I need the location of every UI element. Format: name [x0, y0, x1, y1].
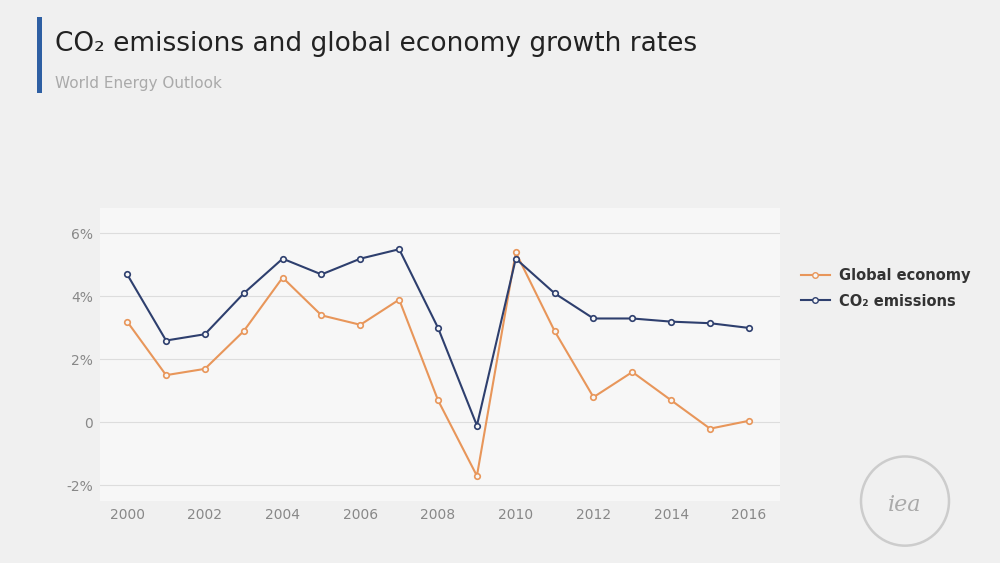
Global economy — [277, 274, 289, 281]
CO₂ emissions — [587, 315, 599, 322]
Global economy — [160, 372, 172, 378]
Global economy — [549, 328, 561, 334]
Global economy — [471, 472, 483, 479]
CO₂ emissions — [471, 422, 483, 429]
Global economy — [665, 397, 677, 404]
Global economy — [121, 318, 133, 325]
Global economy — [626, 369, 638, 376]
CO₂ emissions — [743, 324, 755, 331]
Global economy — [432, 397, 444, 404]
CO₂ emissions — [432, 324, 444, 331]
Line: CO₂ emissions: CO₂ emissions — [124, 247, 752, 428]
CO₂ emissions — [665, 318, 677, 325]
CO₂ emissions — [160, 337, 172, 344]
Text: CO₂ emissions and global economy growth rates: CO₂ emissions and global economy growth … — [55, 31, 697, 57]
CO₂ emissions — [199, 331, 211, 338]
Global economy — [315, 312, 327, 319]
Global economy — [199, 365, 211, 372]
Legend: Global economy, CO₂ emissions: Global economy, CO₂ emissions — [801, 269, 970, 309]
CO₂ emissions — [121, 271, 133, 278]
CO₂ emissions — [393, 246, 405, 253]
CO₂ emissions — [549, 290, 561, 297]
CO₂ emissions — [510, 255, 522, 262]
Global economy — [510, 249, 522, 256]
CO₂ emissions — [704, 320, 716, 327]
CO₂ emissions — [238, 290, 250, 297]
Global economy — [587, 394, 599, 400]
CO₂ emissions — [626, 315, 638, 322]
Global economy — [238, 328, 250, 334]
Global economy — [354, 321, 366, 328]
Global economy — [393, 296, 405, 303]
Text: iea: iea — [888, 494, 922, 516]
CO₂ emissions — [277, 255, 289, 262]
Global economy — [743, 417, 755, 424]
Line: Global economy: Global economy — [124, 249, 752, 479]
CO₂ emissions — [354, 255, 366, 262]
Global economy — [704, 425, 716, 432]
Text: World Energy Outlook: World Energy Outlook — [55, 76, 222, 91]
CO₂ emissions — [315, 271, 327, 278]
